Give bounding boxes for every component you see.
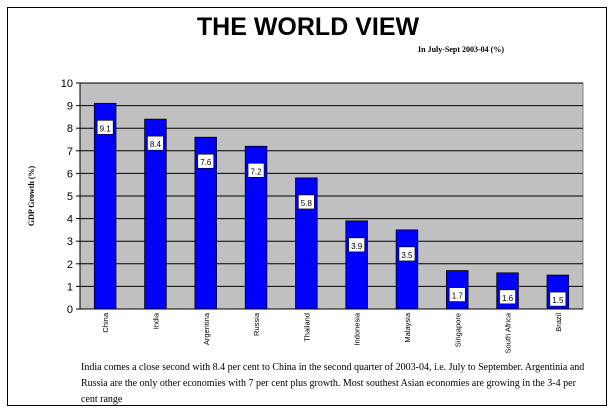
y-tick-label: 7 — [67, 146, 73, 158]
y-tick-label: 8 — [67, 123, 73, 135]
data-label-box — [398, 246, 416, 262]
bar-chart: 0 1 2 3 4 5 6 7 8 9 10 GDP Growth (%) 9.1 China 8.4 Ind… — [27, 78, 584, 353]
x-tick-label: Malaysia — [403, 312, 412, 342]
chart-subtitle: In July-Sept 2003-04 (%) — [418, 45, 505, 54]
y-tick-label: 9 — [67, 101, 73, 113]
data-label-box — [247, 162, 265, 178]
data-label-box — [96, 120, 114, 135]
bar — [93, 102, 117, 310]
chart-caption: India comes a close second with 8.4 per … — [81, 362, 585, 405]
y-tick-label: 5 — [67, 191, 73, 203]
y-tick-label: 1 — [67, 281, 73, 293]
bar — [244, 145, 268, 310]
data-label-box — [298, 194, 315, 210]
data-label-box — [197, 153, 215, 169]
x-tick-label: Brazil — [554, 313, 563, 332]
y-axis-label: GDP Growth (%) — [27, 166, 36, 227]
data-label: 7.6 — [200, 158, 212, 167]
bar — [194, 136, 217, 310]
data-label: 3.9 — [351, 242, 363, 251]
data-label: 7.2 — [250, 167, 262, 176]
data-label-box — [348, 237, 365, 253]
x-tick-label: China — [101, 312, 110, 332]
x-tick-label: Russia — [252, 312, 261, 336]
x-tick-label: Thailand — [302, 313, 311, 342]
data-label-box — [549, 291, 567, 307]
y-tick-label: 6 — [67, 168, 73, 180]
data-label: 1.5 — [552, 296, 564, 305]
y-tick-label: 3 — [67, 236, 73, 248]
x-tick-label: India — [151, 312, 160, 329]
data-label: 1.7 — [452, 292, 464, 301]
bar — [345, 220, 368, 310]
x-tick-label: Argentina — [202, 312, 211, 345]
y-tick-label: 0 — [67, 304, 73, 316]
data-label: 8.4 — [150, 140, 162, 149]
x-tick-label: Singapore — [453, 313, 462, 347]
data-label-box — [499, 289, 516, 305]
y-tick-label: 2 — [67, 259, 73, 271]
data-label-box — [448, 287, 466, 302]
y-tick-label: 10 — [61, 78, 73, 90]
bar — [295, 177, 318, 310]
y-tick-label: 4 — [67, 214, 73, 226]
chart-frame: THE WORLD VIEW In July-Sept 2003-04 (%) … — [7, 7, 607, 406]
data-label: 9.1 — [100, 124, 112, 133]
x-tick-label: Indonesia — [353, 312, 362, 345]
data-label: 3.5 — [401, 251, 413, 260]
data-label-box — [147, 135, 164, 151]
bar — [144, 118, 167, 310]
data-label: 5.8 — [301, 199, 313, 208]
x-tick-label: South Africa — [504, 312, 513, 353]
chart-title: THE WORLD VIEW — [196, 13, 420, 41]
bar — [395, 229, 419, 310]
data-label: 1.6 — [502, 294, 514, 303]
